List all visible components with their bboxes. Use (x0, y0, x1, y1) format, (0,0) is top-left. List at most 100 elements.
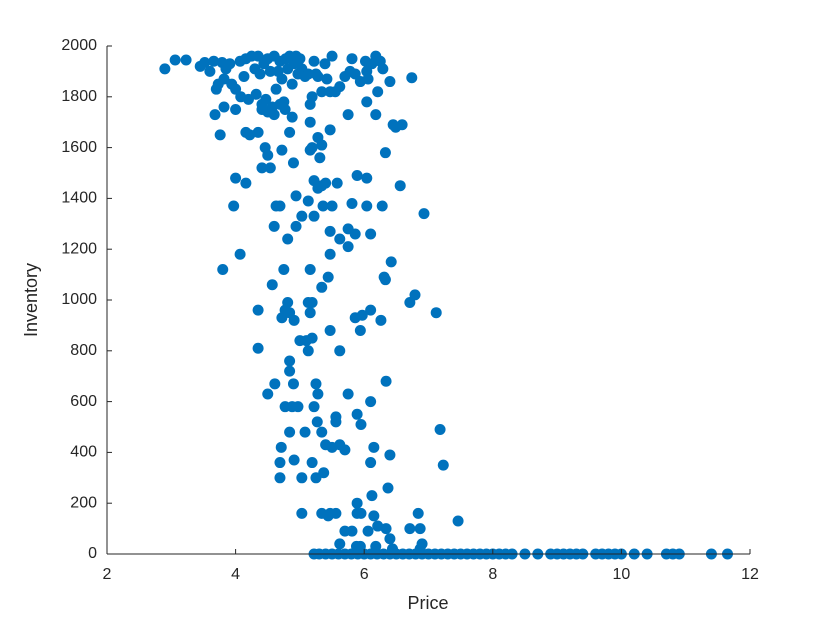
point (384, 533, 396, 545)
point (266, 279, 278, 291)
point (276, 144, 288, 156)
y-tick-label: 1200 (61, 240, 97, 257)
point (306, 332, 318, 344)
point (385, 256, 397, 268)
y-tick-label: 600 (70, 393, 97, 410)
point (380, 523, 392, 535)
point (349, 228, 361, 240)
point (330, 507, 342, 519)
point (217, 264, 229, 276)
point (326, 50, 338, 62)
point (384, 449, 396, 461)
point (308, 401, 320, 413)
point (310, 378, 322, 390)
y-tick-label: 1600 (61, 139, 97, 156)
x-tick-label: 4 (231, 566, 240, 583)
point (375, 314, 387, 326)
point (308, 210, 320, 222)
point (269, 378, 281, 390)
point (396, 119, 408, 131)
point (252, 126, 264, 138)
point (256, 162, 268, 174)
plot-area (159, 50, 733, 560)
point (339, 444, 351, 456)
point (331, 177, 343, 189)
point (288, 314, 300, 326)
point (279, 104, 291, 115)
point (346, 53, 358, 65)
point (368, 510, 380, 522)
point (264, 65, 276, 77)
point (274, 200, 286, 212)
point (284, 426, 296, 438)
point (437, 459, 449, 471)
point (218, 101, 230, 113)
point (324, 324, 336, 336)
point (270, 83, 282, 95)
point (204, 65, 216, 77)
point (304, 307, 316, 319)
point (321, 73, 333, 85)
point (274, 457, 286, 469)
y-axis-label: Inventory (21, 263, 41, 337)
point (286, 111, 298, 123)
point (292, 401, 304, 413)
x-axis-label: Price (407, 593, 448, 613)
point (254, 68, 266, 80)
y-tick-label: 2000 (61, 37, 97, 54)
point (312, 70, 324, 82)
point (322, 271, 334, 283)
point (234, 248, 246, 260)
point (382, 482, 394, 494)
point (268, 109, 280, 121)
point (294, 53, 306, 65)
x-tick-label: 10 (613, 566, 631, 583)
point (356, 309, 368, 321)
point (180, 54, 192, 66)
point (296, 507, 308, 519)
point (290, 220, 302, 232)
point (288, 454, 300, 466)
point (316, 86, 328, 98)
point (319, 58, 331, 70)
point (452, 515, 464, 527)
point (409, 289, 421, 301)
point (379, 274, 391, 286)
point (334, 81, 346, 93)
point (346, 197, 358, 209)
point (278, 264, 290, 276)
point (287, 378, 299, 390)
point (240, 177, 252, 189)
point (252, 50, 264, 62)
point (311, 416, 323, 428)
point (351, 408, 363, 420)
point (412, 507, 424, 519)
point (230, 172, 242, 184)
point (418, 208, 430, 220)
point (377, 63, 389, 75)
point (351, 497, 363, 509)
point (260, 93, 272, 105)
point (302, 195, 314, 207)
point (351, 170, 363, 182)
point (284, 355, 296, 367)
point (376, 200, 388, 212)
point (372, 86, 384, 98)
point (199, 57, 211, 69)
point (324, 248, 336, 260)
y-tick-label: 200 (70, 494, 97, 511)
point (370, 109, 382, 121)
point (334, 345, 346, 357)
point (228, 200, 240, 212)
point (355, 507, 367, 519)
point (284, 126, 296, 138)
point (320, 177, 332, 189)
point (169, 54, 181, 66)
point (361, 172, 373, 184)
x-tick-label: 8 (488, 566, 497, 583)
point (326, 200, 338, 212)
point (316, 139, 328, 151)
point (274, 472, 286, 484)
point (314, 152, 326, 164)
